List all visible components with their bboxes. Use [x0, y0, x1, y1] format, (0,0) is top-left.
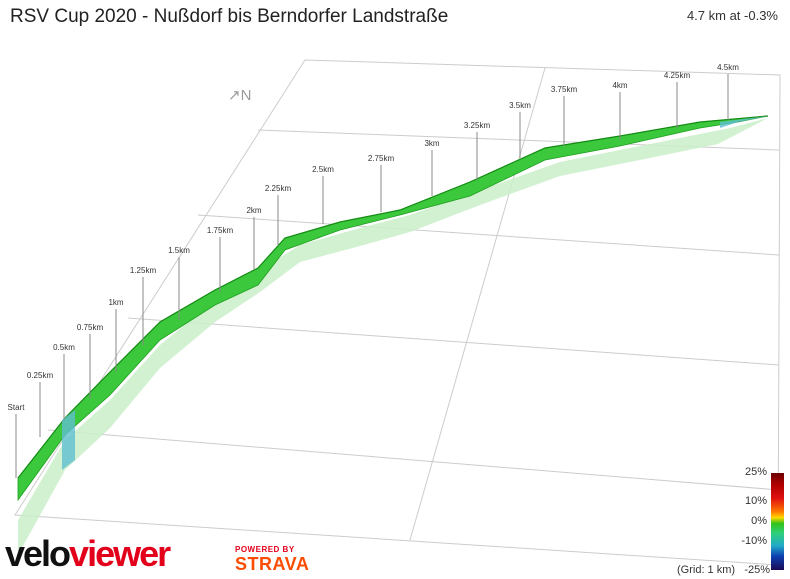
scale-label-10: 10% [744, 495, 767, 507]
route-end-patch [720, 116, 768, 128]
marker-label: 4km [612, 81, 627, 90]
veloviewer-logo[interactable]: veloviewer [5, 533, 171, 574]
marker-label: 0.25km [27, 371, 54, 380]
marker-label: 3.75km [551, 85, 578, 94]
marker-label: 1.75km [207, 226, 234, 235]
marker-label: 1km [108, 298, 123, 307]
marker-label: 4.5km [717, 63, 739, 72]
marker-label: 3km [424, 139, 439, 148]
gradient-color-scale [771, 473, 784, 570]
logo-velo-text: velo [5, 533, 71, 574]
route-ribbon-top [17, 115, 769, 479]
route-title: RSV Cup 2020 - Nußdorf bis Berndorfer La… [10, 6, 449, 27]
scale-label-minus10: -10% [741, 535, 767, 547]
marker-label: 2.25km [265, 184, 292, 193]
scale-label-max: 25% [744, 466, 767, 478]
grid-note: (Grid: 1 km) [677, 564, 736, 576]
marker-label: 0.5km [53, 343, 75, 352]
route-stats: 4.7 km at -0.3% [686, 8, 778, 23]
route-shadow [18, 118, 768, 555]
marker-label: 0.75km [77, 323, 104, 332]
marker-label: 3.25km [464, 121, 491, 130]
marker-label: 2.5km [312, 165, 334, 174]
marker-label: 2km [246, 206, 261, 215]
scale-label-min: -25% [744, 564, 770, 576]
distance-markers: Start 0.25km 0.5km 0.75km 1km 1.25km 1.5km 1.75… [8, 63, 739, 478]
route-ribbon [17, 115, 769, 502]
marker-label: Start [8, 403, 26, 412]
marker-label: 4.25km [664, 71, 691, 80]
marker-label: 2.75km [368, 154, 395, 163]
logo-viewer-text: viewer [69, 533, 171, 574]
powered-by-label: POWERED BY [235, 545, 295, 554]
marker-label: 1.5km [168, 246, 190, 255]
scale-label-0: 0% [751, 515, 767, 527]
marker-label: 3.5km [509, 101, 531, 110]
north-arrow-icon: ↗N [228, 87, 252, 104]
route-descent-patch [62, 410, 75, 470]
strava-logo[interactable]: STRAVA [235, 554, 310, 574]
marker-label: 1.25km [130, 266, 157, 275]
